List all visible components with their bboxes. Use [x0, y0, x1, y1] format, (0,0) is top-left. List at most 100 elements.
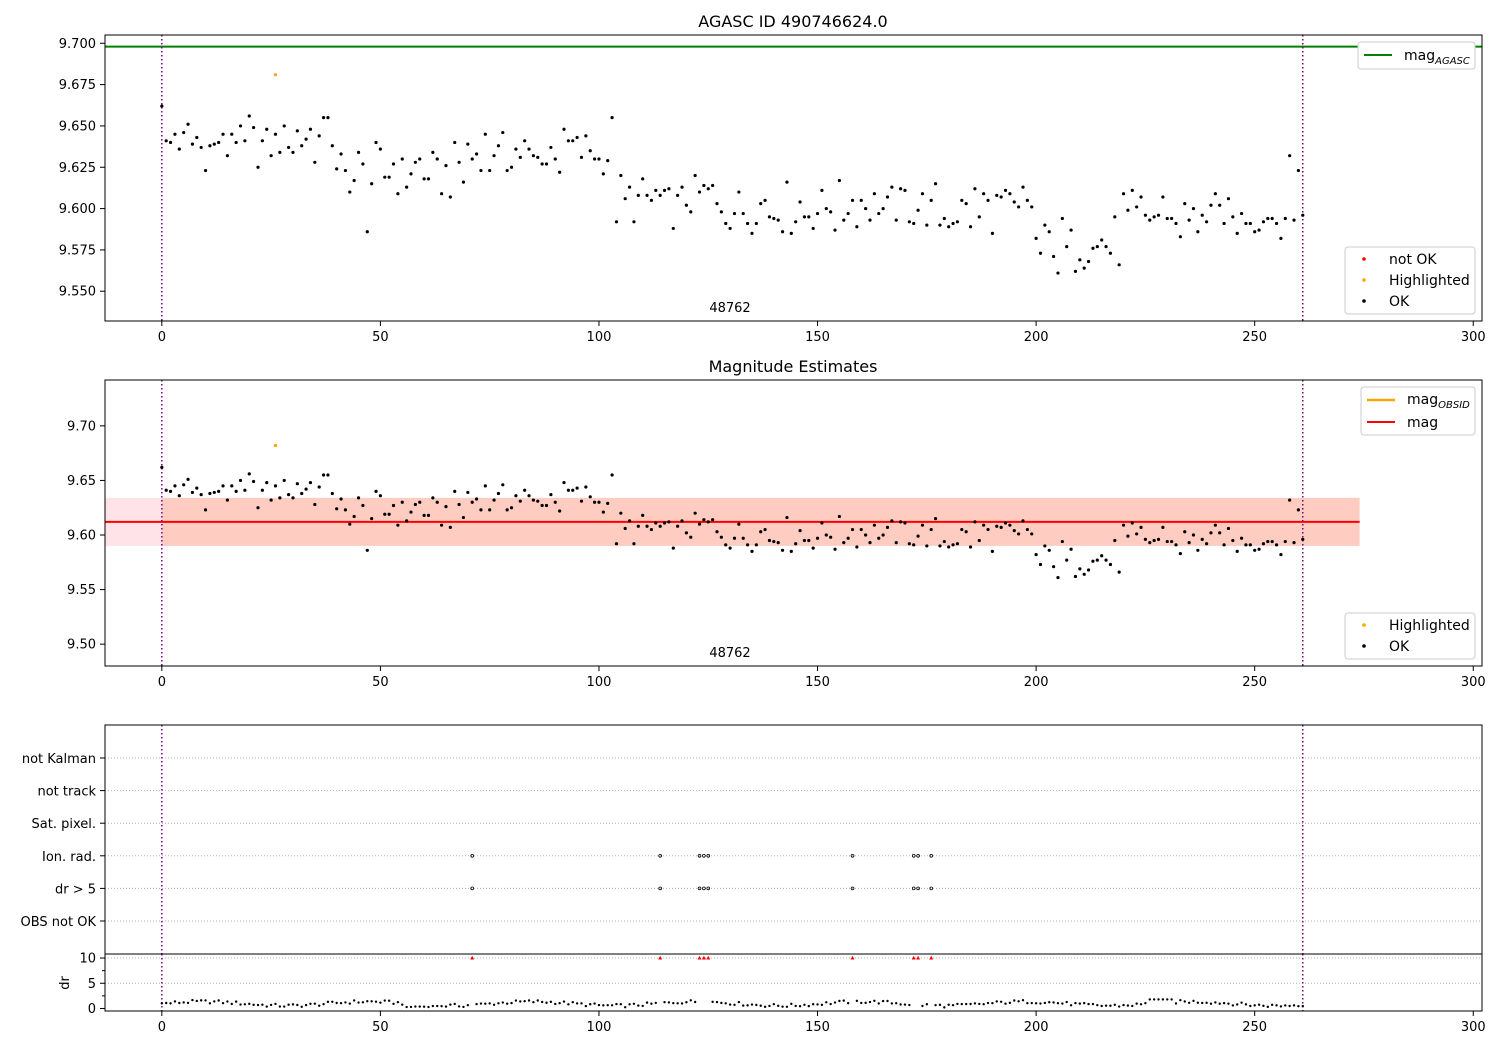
ok-point — [815, 536, 820, 540]
ok-point — [208, 491, 212, 496]
ok-point — [1288, 498, 1292, 502]
dr-point — [663, 1000, 666, 1004]
dr-point — [466, 1003, 470, 1007]
ok-point — [387, 175, 391, 179]
ok-point — [593, 500, 597, 504]
dr-gt-5-flag-point — [929, 886, 933, 891]
ok-point — [571, 488, 575, 492]
ok-point — [431, 496, 435, 500]
dr-point — [571, 1000, 574, 1004]
ok-point — [217, 140, 221, 145]
dr-point — [667, 1001, 671, 1004]
dr-point — [449, 1003, 452, 1006]
ok-point — [1261, 542, 1266, 546]
ok-point — [627, 519, 632, 523]
dr-point — [453, 1002, 456, 1006]
ok-point — [230, 484, 234, 488]
ok-point — [606, 159, 610, 163]
ok-point — [238, 124, 243, 128]
ok-point — [671, 546, 675, 550]
dr-clipped-marker — [706, 955, 711, 960]
dr-point — [1266, 1005, 1270, 1009]
ok-point — [1065, 558, 1069, 562]
dr-point — [1257, 1003, 1261, 1006]
dr-point — [331, 1000, 334, 1004]
dr-point — [392, 1002, 395, 1006]
dr-point — [1061, 1002, 1064, 1005]
x-tick-label: 150 — [805, 675, 830, 690]
dr-point — [208, 1002, 212, 1005]
y-tick-label: 9.650 — [59, 119, 96, 134]
ok-point — [1191, 533, 1196, 537]
dr-point — [1056, 1002, 1060, 1005]
ok-point — [1135, 205, 1139, 209]
ok-point — [977, 215, 981, 219]
x-tick-label: 50 — [372, 1020, 389, 1035]
ok-point — [759, 202, 763, 206]
ok-point — [247, 114, 251, 118]
dr-point — [444, 1005, 448, 1008]
ok-point — [641, 177, 645, 181]
dr-point — [995, 1000, 998, 1003]
ok-point — [1117, 570, 1121, 574]
ok-point — [680, 185, 684, 189]
ok-point — [1117, 263, 1121, 267]
ok-point — [872, 192, 876, 196]
ok-point — [1095, 558, 1099, 562]
ok-point — [1292, 218, 1296, 222]
ok-point — [833, 228, 837, 232]
ok-point — [579, 155, 584, 159]
ok-point — [1082, 572, 1086, 576]
ok-point — [1283, 216, 1287, 221]
dr-point — [632, 1002, 636, 1005]
ok-point — [238, 478, 243, 483]
ok-point — [737, 522, 741, 526]
ok-point — [488, 508, 492, 512]
ok-point — [199, 145, 203, 150]
ok-point — [864, 533, 868, 537]
x-tick-label: 300 — [1461, 675, 1486, 690]
ok-point — [1244, 221, 1248, 226]
ok-point — [405, 519, 409, 523]
ok-point — [470, 157, 474, 161]
ok-point — [1025, 198, 1029, 202]
dr-point — [1187, 1001, 1191, 1004]
ok-point — [566, 488, 570, 492]
ok-point — [1205, 220, 1209, 224]
ok-point — [1196, 548, 1200, 552]
ok-point — [667, 520, 671, 524]
ion-rad-flag-point — [850, 853, 855, 858]
ok-point — [1113, 215, 1117, 219]
ok-point — [899, 520, 903, 524]
y-tick-label: 9.55 — [67, 583, 96, 598]
dr-point — [842, 999, 845, 1002]
dr-point — [291, 1003, 295, 1006]
ok-point — [1183, 202, 1187, 206]
legend-label-ok: OK — [1389, 294, 1410, 310]
ok-point — [933, 517, 938, 521]
ok-point — [772, 216, 776, 221]
ok-point — [767, 538, 772, 543]
ok-point — [418, 500, 422, 504]
ok-point — [960, 198, 964, 202]
ok-point — [1178, 235, 1182, 239]
ok-point — [317, 134, 321, 138]
ok-point — [514, 494, 518, 498]
ok-point — [483, 484, 487, 488]
dr-point — [304, 1003, 308, 1007]
ok-point — [208, 144, 212, 148]
dr-point — [1008, 1001, 1012, 1005]
y-tick-label: 9.600 — [59, 202, 96, 217]
dr-point — [693, 1000, 697, 1004]
ok-point — [523, 488, 527, 492]
ok-point — [1143, 537, 1147, 541]
dr-clipped-marker — [850, 955, 855, 960]
dr-clipped-marker — [911, 955, 916, 960]
ok-point — [780, 548, 785, 552]
ok-point — [435, 157, 439, 161]
ok-point — [536, 499, 540, 503]
ok-point — [1086, 259, 1091, 264]
ok-point — [295, 129, 299, 133]
ok-point — [523, 139, 527, 143]
ok-point — [527, 147, 531, 151]
